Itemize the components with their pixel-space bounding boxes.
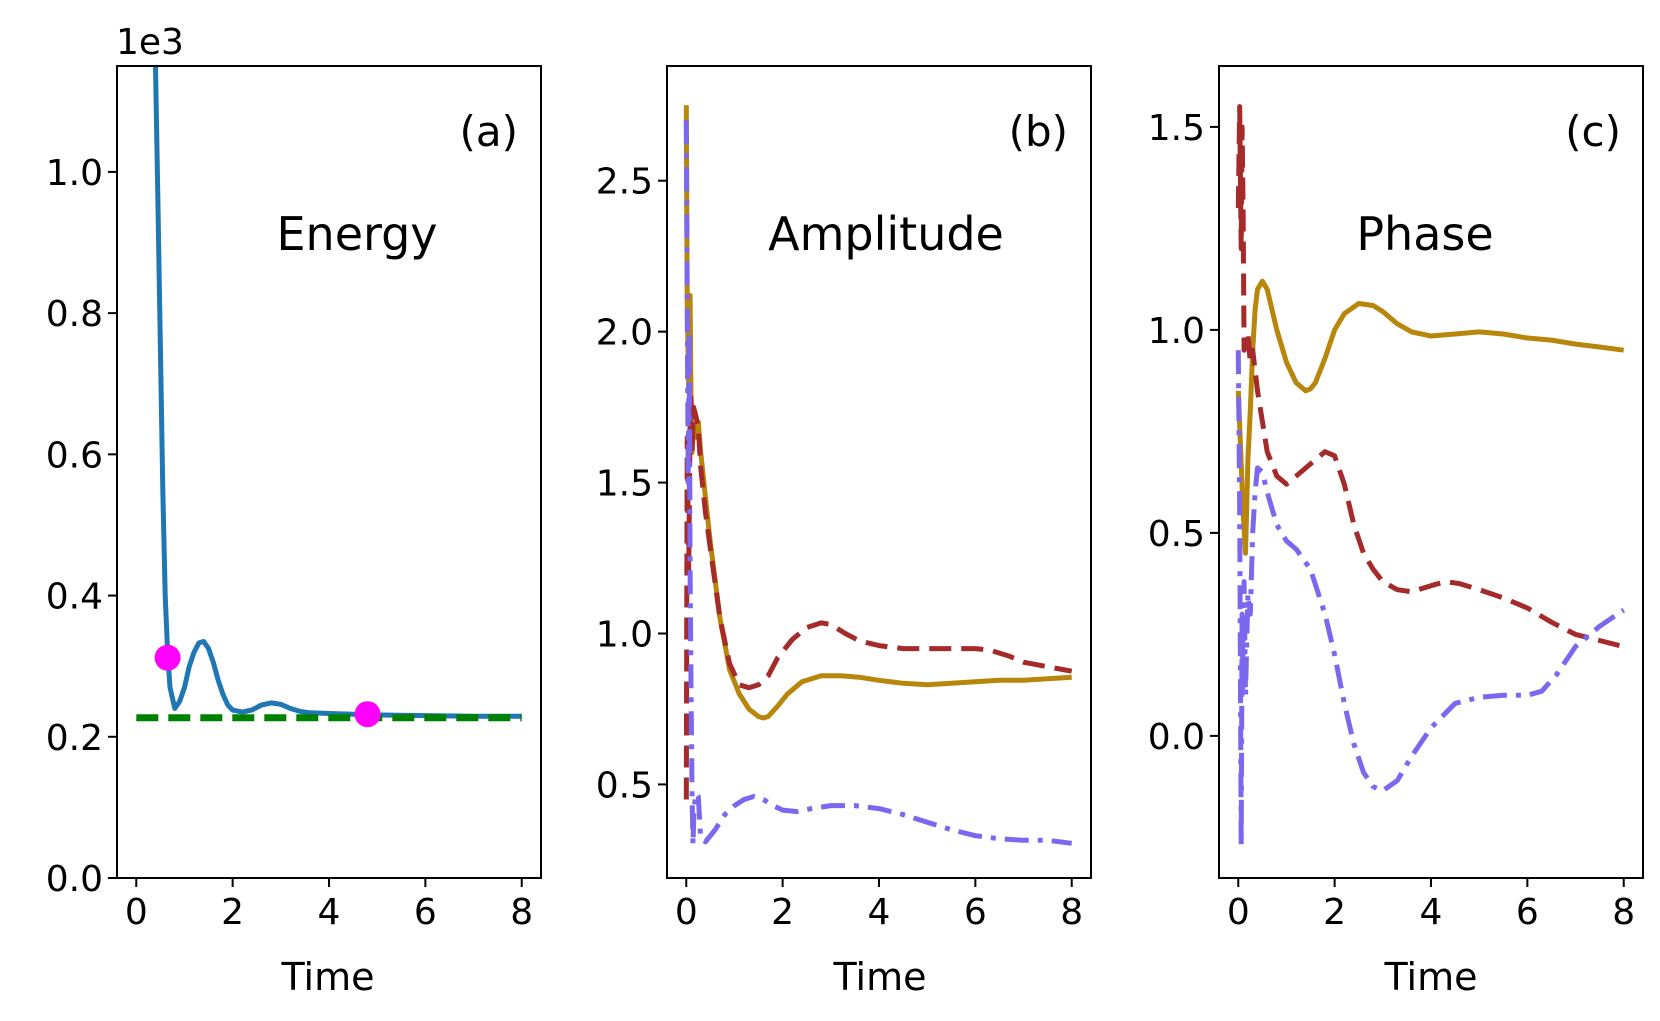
amplitude-xtick-label: 0 xyxy=(675,892,698,933)
phase-xtick-label: 0 xyxy=(1227,892,1250,933)
energy-ytick-label: 1.0 xyxy=(46,153,103,194)
phase-ytick-label: 1.5 xyxy=(1148,108,1205,149)
energy-ytick-label: 0.2 xyxy=(46,718,103,759)
amplitude-x-axis-title: Time xyxy=(833,955,927,999)
energy-offset-label: 1e3 xyxy=(116,22,184,63)
phase-xtick-label: 8 xyxy=(1612,892,1635,933)
amplitude-ytick-label: 2.5 xyxy=(596,162,653,203)
energy-x-axis-title: Time xyxy=(281,955,375,999)
phase-series-purple xyxy=(1235,350,1626,848)
energy-xtick-label: 8 xyxy=(510,892,533,933)
amplitude-panel-title: Amplitude xyxy=(768,207,1004,261)
phase-series-gold xyxy=(1235,278,1625,556)
energy-xtick-label: 6 xyxy=(414,892,437,933)
phase-xtick-label: 6 xyxy=(1516,892,1539,933)
energy-ytick-label: 0.0 xyxy=(46,859,103,900)
phase-ytick-label: 0.5 xyxy=(1148,514,1205,555)
energy-xtick-label: 2 xyxy=(221,892,244,933)
energy-panel-title: Energy xyxy=(276,207,437,261)
amplitude-series-red xyxy=(683,395,1073,800)
energy-marker-0 xyxy=(154,644,181,671)
amplitude-ytick-label: 1.5 xyxy=(596,464,653,505)
amplitude-panel-tag: (b) xyxy=(1009,107,1068,156)
amplitude-ytick-label: 1.0 xyxy=(596,614,653,655)
phase-series-red xyxy=(1235,104,1625,650)
phase-ytick-label: 0.0 xyxy=(1148,717,1205,758)
amplitude-xtick-label: 4 xyxy=(868,892,891,933)
amplitude-xtick-label: 8 xyxy=(1060,892,1083,933)
amplitude-ytick-label: 2.0 xyxy=(596,313,653,354)
phase-panel-title: Phase xyxy=(1356,207,1493,261)
energy-marker-1 xyxy=(354,701,381,728)
amplitude-plot-area xyxy=(683,105,1073,848)
phase-xtick-label: 4 xyxy=(1420,892,1443,933)
energy-ytick-label: 0.6 xyxy=(46,435,103,476)
amplitude-xtick-label: 6 xyxy=(964,892,987,933)
phase-plot-area xyxy=(1235,104,1626,848)
phase-xtick-label: 2 xyxy=(1323,892,1346,933)
panel-phase: (c) Phase Time 0 2 4 6 8 0.0 0.5 1.0 1.5 xyxy=(1148,65,1644,999)
energy-ytick-label: 0.4 xyxy=(46,577,103,618)
amplitude-series-purple xyxy=(683,120,1073,848)
panel-energy: 1e3 (a) Energy Time 0 2 4 6 8 0.0 0.2 0.4 0.6 0.8… xyxy=(46,22,542,999)
energy-xtick-label: 4 xyxy=(318,892,341,933)
energy-xtick-label: 0 xyxy=(125,892,148,933)
amplitude-ytick-label: 0.5 xyxy=(596,765,653,806)
amplitude-xtick-label: 2 xyxy=(771,892,794,933)
energy-panel-tag: (a) xyxy=(459,107,518,156)
panel-amplitude: (b) Amplitude Time 0 2 4 6 8 0.5 1.0 1.5 2.0 2.5 xyxy=(596,65,1092,999)
phase-ytick-label: 1.0 xyxy=(1148,311,1205,352)
energy-ytick-label: 0.8 xyxy=(46,294,103,335)
phase-panel-tag: (c) xyxy=(1565,107,1621,156)
phase-x-axis-title: Time xyxy=(1384,955,1478,999)
